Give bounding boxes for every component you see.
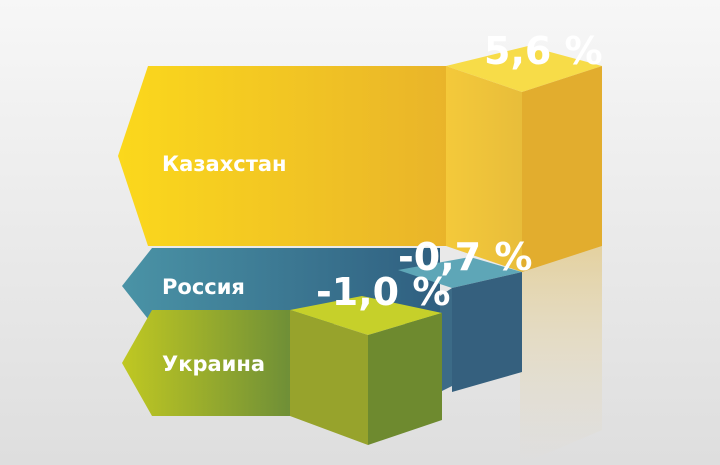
category-label-russia: Россия xyxy=(162,275,245,299)
bar-top-kazakhstan xyxy=(446,46,602,92)
bar-side-ukraine xyxy=(368,313,442,445)
bar-arrow-kazakhstan xyxy=(118,66,448,246)
bar-front-russia xyxy=(440,288,452,392)
bar-side-russia xyxy=(452,272,522,392)
category-label-ukraine: Украина xyxy=(162,352,265,376)
bar-front-ukraine xyxy=(290,310,368,445)
bar-arrow-ukraine xyxy=(122,310,290,416)
bar-group-ukraine xyxy=(122,296,442,445)
value-label-russia: -0,7 % xyxy=(398,235,532,279)
bar-group-kazakhstan xyxy=(118,46,602,272)
value-label-kazakhstan: 5,6 % xyxy=(484,29,603,73)
bar-side-kazakhstan xyxy=(522,66,602,272)
bar-front-kazakhstan xyxy=(446,66,522,272)
bar-reflection-kazakhstan xyxy=(520,246,602,465)
bar-top-russia xyxy=(398,257,522,288)
value-label-ukraine: -1,0 % xyxy=(316,270,450,314)
category-label-kazakhstan: Казахстан xyxy=(162,152,287,176)
bar-top-ukraine xyxy=(290,296,442,335)
